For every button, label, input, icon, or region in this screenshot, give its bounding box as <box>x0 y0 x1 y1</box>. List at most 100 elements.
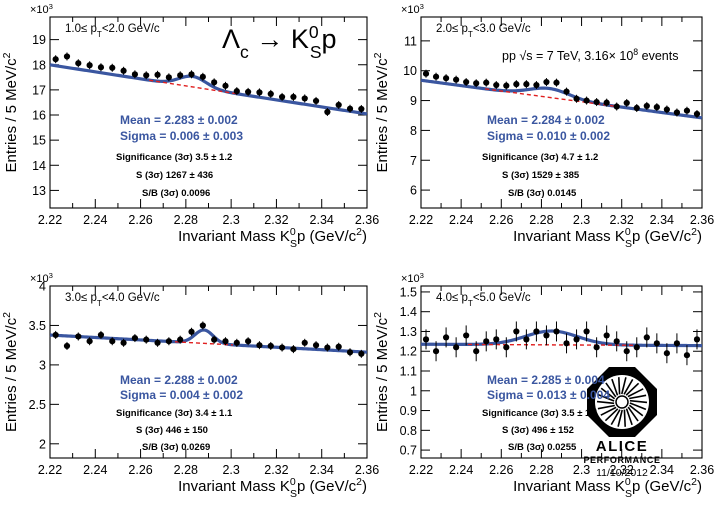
x-tick-label: 2.24 <box>83 463 107 477</box>
data-marker <box>335 343 342 350</box>
y-tick-label: 16 <box>32 109 46 123</box>
data-marker <box>165 74 172 81</box>
x-tick-label: 2.26 <box>128 463 152 477</box>
data-point <box>233 87 240 96</box>
alice-logo-track <box>628 404 644 417</box>
data-point <box>683 106 691 115</box>
data-marker <box>233 339 240 346</box>
data-point <box>290 92 297 101</box>
signal-to-background-label: S/B (3σ) 0.0145 <box>508 188 577 199</box>
data-point <box>422 69 430 78</box>
data-point <box>463 78 470 87</box>
data-marker <box>154 339 161 346</box>
mass-spectrum-panel: 2.22 2.24 2.26 2.28 2.3 2.32 2.34 2.36 13 14 15 16 1… <box>1 2 379 251</box>
data-point <box>503 337 510 358</box>
y-tick-label: 10 <box>403 64 417 78</box>
data-marker <box>86 338 93 345</box>
significance-label: Significance (3σ) 4.7 ± 1.2 <box>482 152 598 163</box>
data-marker <box>442 75 450 82</box>
data-marker <box>324 344 331 351</box>
data-marker <box>222 338 229 345</box>
process-label: Λc → K0 Sp <box>222 22 337 62</box>
total-fit-curve <box>49 63 368 116</box>
data-point <box>663 105 670 114</box>
data-marker <box>346 349 354 356</box>
data-marker <box>211 336 218 343</box>
data-point <box>613 102 620 111</box>
data-point <box>52 55 59 64</box>
data-point <box>63 341 71 350</box>
data-marker <box>188 71 195 78</box>
data-point <box>453 337 460 358</box>
data-marker <box>324 108 331 116</box>
data-point <box>346 104 354 113</box>
data-point <box>267 341 274 350</box>
y-axis-title: Entries / 5 MeV/c2 <box>372 312 391 432</box>
mean-label: Mean = 2.285 ± 0.004 <box>487 373 605 387</box>
x-tick-label: 2.36 <box>690 463 714 477</box>
alice-logo-track <box>605 382 617 398</box>
data-point <box>453 75 460 84</box>
data-point <box>543 78 550 87</box>
data-marker <box>473 348 480 355</box>
data-point <box>593 337 600 358</box>
data-marker <box>513 81 520 88</box>
background-fit-curve <box>174 341 233 346</box>
data-point <box>233 338 240 347</box>
data-marker <box>563 340 570 347</box>
mass-spectrum-panel: 2.22 2.24 2.26 2.28 2.3 2.32 2.34 2.36 0.7 0.8 0.9… <box>372 271 714 501</box>
data-marker <box>97 64 105 71</box>
data-marker <box>335 101 342 109</box>
data-marker <box>623 348 630 355</box>
y-tick-label: 0.8 <box>400 424 417 438</box>
x-tick-label: 2.24 <box>449 213 473 227</box>
data-marker <box>278 93 286 101</box>
x-tick-label: 2.34 <box>310 463 334 477</box>
signal-yield-label: S (3σ) 1267 ± 436 <box>136 170 213 181</box>
x-tick-label: 2.32 <box>264 463 288 477</box>
data-marker <box>553 79 560 86</box>
data-point <box>533 321 540 342</box>
data-marker <box>463 332 470 339</box>
data-marker <box>312 342 320 349</box>
data-marker <box>109 338 116 345</box>
y-tick-label: 19 <box>32 33 46 47</box>
data-point <box>188 327 195 336</box>
sigma-label: Sigma = 0.006 ± 0.003 <box>120 129 243 143</box>
data-marker <box>583 97 590 104</box>
data-marker <box>453 76 460 83</box>
data-point <box>154 338 161 347</box>
data-point <box>358 104 365 113</box>
x-tick-label: 2.22 <box>409 463 433 477</box>
alice-logo-track <box>621 377 627 395</box>
data-point <box>199 72 206 81</box>
data-marker <box>278 344 286 351</box>
data-marker <box>199 322 206 329</box>
y-tick-label: 1.2 <box>400 345 417 359</box>
significance-label: Significance (3σ) 3.4 ± 1.1 <box>116 408 233 419</box>
data-point <box>211 78 218 87</box>
data-marker <box>543 332 550 339</box>
x-tick-label: 2.3 <box>573 213 590 227</box>
data-point <box>573 94 580 103</box>
data-marker <box>533 81 540 89</box>
data-point <box>154 70 161 79</box>
signal-to-background-label: S/B (3σ) 0.0269 <box>142 442 210 453</box>
x-tick-label: 2.34 <box>310 213 334 227</box>
data-marker <box>256 342 263 349</box>
x-tick-label: 2.22 <box>38 463 62 477</box>
mean-label: Mean = 2.283 ± 0.002 <box>120 113 238 127</box>
data-point <box>442 327 450 348</box>
data-point <box>143 335 150 344</box>
data-marker <box>131 334 139 342</box>
data-marker <box>177 336 184 343</box>
alice-logo-track <box>625 408 633 426</box>
data-marker <box>613 338 620 345</box>
data-point <box>573 329 580 350</box>
alice-logo-track <box>611 378 619 396</box>
data-point <box>312 341 320 350</box>
data-marker <box>613 103 620 110</box>
data-marker <box>603 332 610 339</box>
data-marker <box>653 104 660 111</box>
